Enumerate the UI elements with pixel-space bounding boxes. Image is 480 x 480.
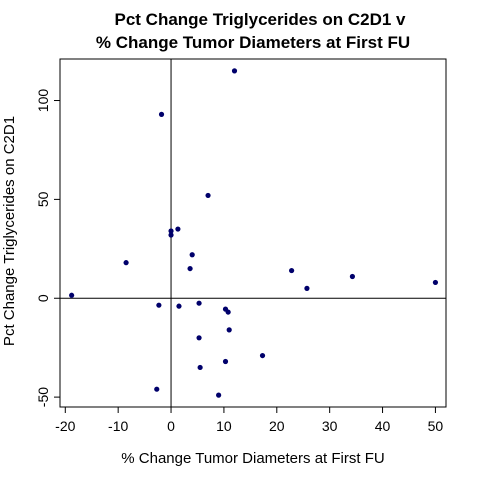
chart-title-line-1: Pct Change Triglycerides on C2D1 v [115, 10, 407, 29]
x-tick-label: 10 [216, 418, 232, 434]
x-tick-label: 20 [269, 418, 285, 434]
data-point [205, 192, 211, 199]
data-point [222, 358, 229, 365]
x-tick-label: 30 [322, 418, 338, 434]
y-tick-label: -50 [35, 387, 51, 407]
y-tick-label: 50 [35, 191, 51, 207]
x-tick-label: 50 [428, 418, 444, 434]
data-point [226, 327, 232, 333]
data-point [187, 265, 193, 272]
x-axis: -20 -10 0 10 20 30 40 50 [55, 407, 443, 434]
points-layer [69, 68, 439, 398]
x-tick-label: -10 [108, 418, 128, 434]
data-point [196, 335, 202, 341]
data-point [158, 111, 165, 117]
data-point [154, 386, 160, 392]
data-point [225, 309, 231, 315]
y-axis-label: Pct Change Triglycerides on C2D1 [1, 116, 18, 346]
y-tick-label: 100 [35, 89, 51, 113]
y-axis: -50 0 50 100 [35, 89, 60, 407]
x-tick-label: -20 [55, 418, 75, 434]
data-point [176, 303, 182, 309]
data-point [189, 252, 195, 258]
data-point [69, 292, 75, 298]
data-point [432, 279, 439, 286]
data-point [304, 285, 310, 291]
data-point [349, 273, 356, 280]
data-point [168, 232, 174, 238]
data-point [216, 392, 222, 398]
data-point [197, 364, 203, 371]
data-point [156, 302, 162, 308]
data-point [259, 352, 266, 359]
chart-title-line-2: % Change Tumor Diameters at First FU [96, 33, 410, 52]
data-point [175, 226, 181, 232]
data-point [168, 228, 174, 234]
data-point [231, 68, 238, 74]
data-point [123, 260, 129, 266]
data-point [289, 267, 295, 274]
data-point [196, 300, 202, 306]
plot-frame [59, 58, 447, 408]
y-tick-label: 0 [35, 294, 51, 302]
x-axis-label: % Change Tumor Diameters at First FU [121, 450, 384, 467]
x-tick-label: 0 [167, 418, 175, 434]
x-tick-label: 40 [375, 418, 391, 434]
